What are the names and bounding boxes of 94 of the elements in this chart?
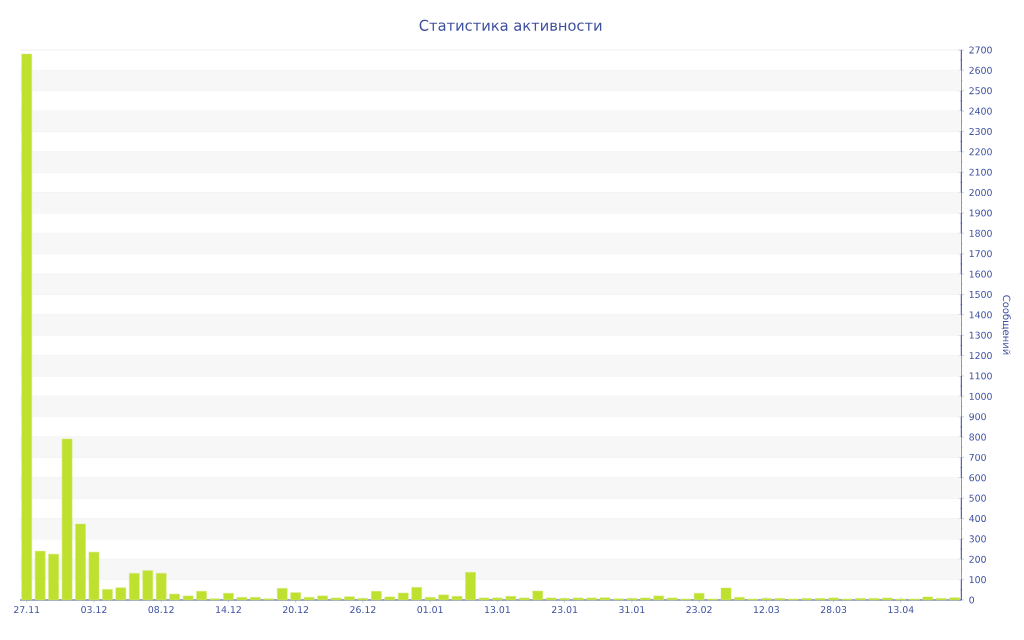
x-tick-label: 26.12 (350, 606, 376, 614)
bar (48, 553, 59, 601)
x-tick-label: 03.12 (81, 606, 107, 614)
y-tick-label: 2600 (969, 66, 992, 74)
bar (586, 597, 597, 601)
y-tick-label: 200 (969, 555, 986, 563)
y-tick-label: 1100 (969, 372, 992, 380)
y-tick-label: 1300 (969, 331, 992, 339)
bar (317, 595, 328, 601)
bar (492, 597, 503, 601)
x-tick-label: 28.03 (820, 606, 847, 614)
bar (196, 590, 207, 601)
x-tick-label: 31.01 (619, 606, 645, 614)
y-tick-label: 1200 (969, 352, 992, 360)
bar (34, 550, 46, 601)
y-tick-label: 600 (969, 474, 986, 482)
bar (236, 597, 248, 601)
bar (519, 597, 530, 601)
bar (303, 597, 315, 601)
bar (129, 573, 140, 601)
bar (384, 596, 396, 601)
y-tick-label: 300 (969, 535, 986, 543)
y-tick-label: 1500 (969, 290, 992, 298)
bar (478, 597, 490, 601)
bar (505, 596, 517, 601)
chart-title: Статистика активности (419, 19, 602, 31)
x-tick-label: 12.03 (754, 606, 779, 614)
bar (424, 597, 436, 601)
x-tick-label: 27.11 (14, 606, 40, 613)
bar (653, 595, 665, 601)
bar (599, 597, 611, 601)
bar (115, 587, 127, 601)
y-axis-title: Сообщений (1001, 295, 1011, 355)
bar (465, 572, 476, 601)
bar (169, 593, 180, 601)
bar (882, 597, 893, 601)
bar (640, 597, 651, 601)
y-tick-label: 400 (969, 514, 986, 523)
y-tick-label: 2700 (969, 46, 992, 54)
y-tick-label: 1400 (969, 311, 992, 319)
bar (223, 593, 234, 601)
x-tick-label: 13.04 (888, 606, 914, 614)
bar (734, 597, 745, 601)
bar (290, 592, 301, 601)
bar (828, 597, 839, 601)
y-tick-label: 2100 (969, 168, 992, 176)
y-tick-label: 1000 (969, 392, 992, 400)
x-tick-label: 23.02 (686, 606, 712, 614)
bar (142, 570, 154, 601)
bar (720, 587, 732, 601)
x-tick-label: 01.01 (417, 606, 443, 614)
bar (949, 597, 960, 601)
x-tick-label: 13.01 (485, 606, 510, 614)
bar (250, 597, 261, 601)
bar (922, 596, 933, 601)
bar (438, 594, 449, 601)
bar (344, 596, 355, 601)
bar (666, 597, 678, 601)
bar (451, 596, 463, 601)
y-tick-label: 800 (969, 433, 986, 441)
bar (693, 593, 705, 601)
y-tick-label: 1900 (969, 209, 992, 217)
x-tick-label: 20.12 (283, 606, 309, 614)
bar (21, 53, 32, 601)
x-tick-label: 08.12 (148, 606, 174, 614)
y-tick-label: 700 (969, 453, 986, 461)
bar (276, 588, 288, 601)
y-tick-label: 2000 (969, 189, 992, 197)
bar (75, 523, 86, 601)
y-tick-label: 1600 (969, 270, 992, 278)
x-tick-label: 23.01 (551, 606, 578, 614)
bar (102, 589, 113, 601)
bar (545, 597, 557, 601)
bar (532, 590, 544, 601)
bar (61, 438, 73, 601)
y-tick-label: 1800 (969, 229, 992, 237)
bar (88, 551, 100, 601)
y-tick-label: 900 (969, 413, 986, 421)
y-tick-label: 100 (969, 576, 986, 584)
y-tick-label: 1700 (969, 250, 992, 258)
bar (330, 597, 342, 601)
bar (397, 592, 409, 601)
y-tick-label: 2200 (969, 148, 992, 156)
bar (182, 595, 194, 601)
bar (572, 597, 584, 601)
bar (155, 573, 167, 601)
y-tick-label: 2300 (969, 127, 992, 135)
bar (411, 587, 422, 601)
y-tick-label: 0 (969, 596, 975, 604)
y-tick-label: 2400 (969, 107, 992, 115)
bar (371, 590, 382, 601)
y-tick-label: 500 (969, 494, 986, 502)
y-tick-label: 2500 (969, 87, 992, 95)
x-tick-label: 14.12 (216, 606, 241, 613)
